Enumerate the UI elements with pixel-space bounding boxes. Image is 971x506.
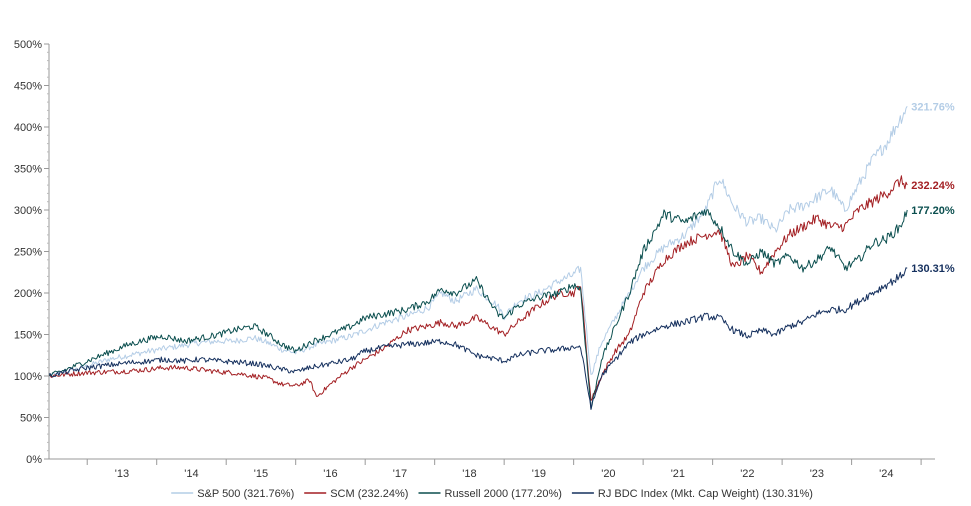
x-tick-label: '22 <box>740 468 754 480</box>
x-axis: '13 '14 '15 '16 '17 '18 '19 '20 '21 '22 '23 '24 <box>49 458 935 480</box>
x-tick-label: '20 <box>601 468 615 480</box>
x-tick-label: '13 <box>115 468 129 480</box>
legend-label: SCM (232.24%) <box>330 488 408 500</box>
legend: S&P 500 (321.76%) SCM (232.24%) Russell 20… <box>171 488 813 500</box>
y-axis: 0% 50% 100% 150% 200% 250% 300% 350% 400% 450% 500… <box>14 39 50 466</box>
y-tick-label: 50% <box>20 413 42 425</box>
series-end-label: 130.31% <box>911 263 955 275</box>
y-tick-label: 450% <box>14 81 42 93</box>
y-tick-label: 250% <box>14 247 42 259</box>
legend-item: RJ BDC Index (Mkt. Cap Weight) (130.31%) <box>571 488 813 500</box>
y-tick-label: 0% <box>26 454 42 466</box>
y-tick-label: 150% <box>14 330 42 342</box>
legend-label: Russell 2000 (177.20%) <box>445 488 562 500</box>
x-tick-label: '23 <box>810 468 824 480</box>
y-tick-label: 500% <box>14 39 42 51</box>
x-tick-label: '16 <box>323 468 337 480</box>
x-tick-label: '17 <box>393 468 407 480</box>
series-line <box>48 209 908 410</box>
series-line <box>48 106 908 378</box>
series-end-labels: 321.76% 232.24% 177.20% 130.31% <box>911 101 955 275</box>
series-end-label: 177.20% <box>911 205 955 217</box>
y-tick-label: 350% <box>14 164 42 176</box>
y-tick-label: 100% <box>14 371 42 383</box>
legend-item: Russell 2000 (177.20%) <box>418 488 562 500</box>
legend-item: SCM (232.24%) <box>304 488 408 500</box>
y-tick-label: 400% <box>14 122 42 134</box>
legend-label: S&P 500 (321.76%) <box>197 488 294 500</box>
series-line <box>48 175 908 401</box>
x-tick-label: '24 <box>879 468 893 480</box>
x-tick-label: '19 <box>532 468 546 480</box>
series-end-label: 232.24% <box>911 180 955 192</box>
x-tick-label: '14 <box>184 468 198 480</box>
y-tick-label: 300% <box>14 205 42 217</box>
series-end-label: 321.76% <box>911 101 955 113</box>
legend-item: S&P 500 (321.76%) <box>171 488 294 500</box>
legend-label: RJ BDC Index (Mkt. Cap Weight) (130.31%) <box>598 488 813 500</box>
x-tick-label: '21 <box>671 468 685 480</box>
series-line <box>48 267 908 410</box>
series-lines <box>48 106 908 410</box>
y-tick-label: 200% <box>14 288 42 300</box>
x-tick-label: '15 <box>254 468 268 480</box>
x-tick-label: '18 <box>462 468 476 480</box>
